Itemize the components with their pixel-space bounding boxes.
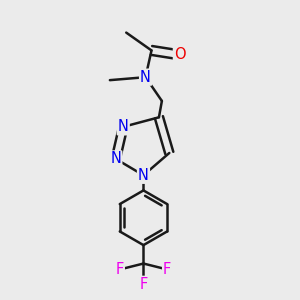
Text: N: N bbox=[138, 168, 149, 183]
Text: O: O bbox=[174, 47, 185, 62]
Text: N: N bbox=[140, 70, 151, 85]
Text: F: F bbox=[139, 277, 148, 292]
Text: N: N bbox=[118, 119, 129, 134]
Text: N: N bbox=[110, 152, 121, 166]
Text: F: F bbox=[116, 262, 124, 277]
Text: F: F bbox=[163, 262, 171, 277]
